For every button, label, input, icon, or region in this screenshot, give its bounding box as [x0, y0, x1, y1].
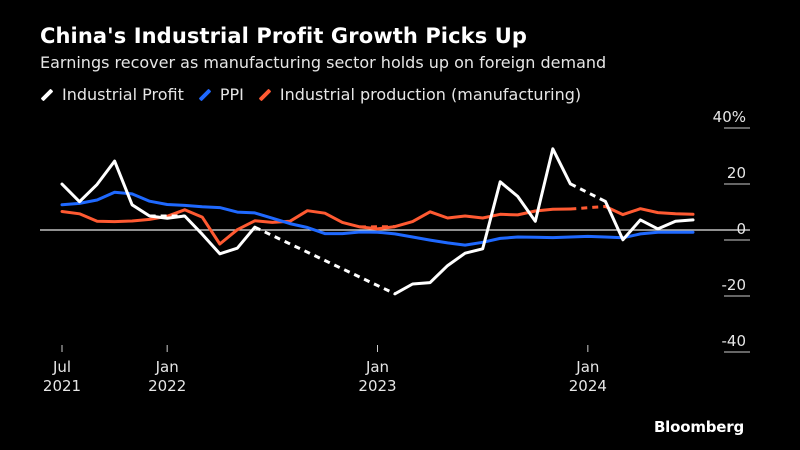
y-tick-label-2: 0	[736, 220, 746, 238]
y-tick-label-1: 20	[727, 164, 746, 182]
x-tick-label-4-month: Jan	[575, 358, 599, 376]
series-line-ppi-0	[60, 190, 695, 247]
series-line-industrial-profit-2	[603, 199, 695, 242]
legend: Industrial Profit PPI Industrial product…	[40, 85, 595, 104]
y-tick-label-0: 40%	[713, 108, 746, 126]
legend-item-industrial-profit: Industrial Profit	[40, 85, 184, 104]
chart-subtitle: Earnings recover as manufacturing sector…	[40, 53, 607, 72]
x-tick-label-3-year: 2023	[358, 377, 396, 395]
legend-label-ppi: PPI	[219, 85, 244, 104]
legend-label-industrial-production: Industrial production (manufacturing)	[279, 85, 582, 104]
x-tick-label-2-month: Jan	[365, 358, 389, 376]
series-gap-industrial-production-manufacturing-1	[570, 204, 606, 211]
legend-item-industrial-production: Industrial production (manufacturing)	[258, 85, 581, 104]
series-gap-industrial-profit-1	[254, 225, 396, 296]
x-tick-label-1-year: 2022	[148, 377, 186, 395]
chart-title: China's Industrial Profit Growth Picks U…	[40, 24, 528, 48]
x-tick-label-0-year: 2021	[43, 377, 81, 395]
x-tick-label-1-month: Jan	[155, 358, 179, 376]
series-line-industrial-production-manufacturing-0	[60, 207, 572, 246]
series-line-industrial-profit-0	[60, 159, 257, 256]
bloomberg-logo: Bloomberg	[653, 418, 744, 436]
legend-label-industrial-profit: Industrial Profit	[62, 85, 184, 104]
series-line-industrial-production-manufacturing-1	[603, 205, 695, 217]
x-tick-label-0-month: Jul	[52, 358, 71, 376]
series-gap-industrial-profit-2	[569, 182, 607, 203]
series-line-industrial-profit-1	[393, 147, 572, 296]
y-tick-label-4: -40	[722, 332, 747, 350]
legend-item-ppi: PPI	[198, 85, 244, 104]
x-tick-label-5-year: 2024	[569, 377, 607, 395]
y-tick-label-3: -20	[722, 276, 747, 294]
